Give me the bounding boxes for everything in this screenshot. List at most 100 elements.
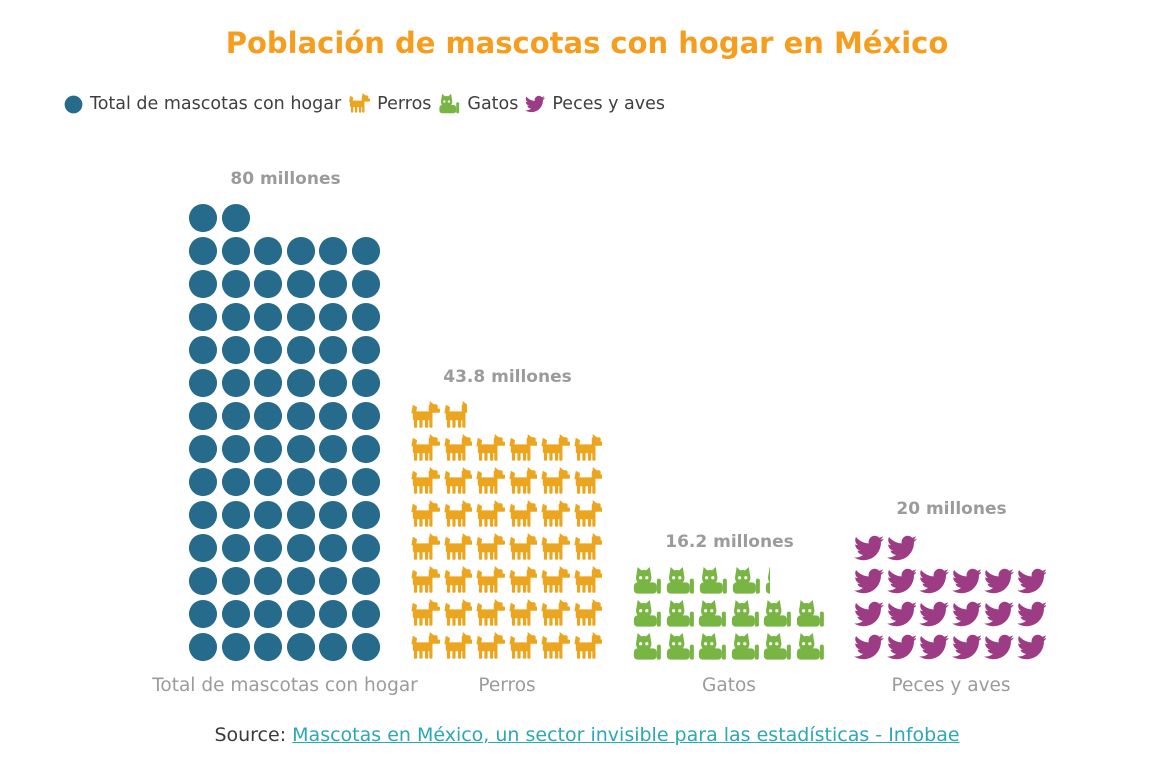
icon-row (188, 236, 383, 266)
circle-icon (188, 632, 218, 662)
dog-icon (508, 467, 538, 497)
pictogram-chart: 80 millones Total de mascotas con hogar … (152, 169, 1052, 696)
source-label: Source: (214, 724, 287, 746)
circle-icon (253, 533, 283, 563)
dog-icon (443, 533, 473, 563)
circle-icon (318, 335, 348, 365)
circle-icon (286, 269, 316, 299)
icon-row (410, 500, 605, 530)
dog-icon (508, 599, 538, 629)
circle-icon (253, 368, 283, 398)
category-label: Gatos (702, 675, 756, 696)
icon-row (854, 632, 1049, 662)
dog-icon (508, 632, 538, 662)
circle-icon (351, 500, 381, 530)
legend-label: Peces y aves (552, 94, 666, 114)
icon-grid (410, 401, 605, 662)
bird-icon (919, 566, 949, 596)
dog-icon (508, 434, 538, 464)
chart-group-perros: 43.8 millones Perros (410, 367, 608, 696)
circle-icon (351, 566, 381, 596)
bird-icon (525, 94, 545, 114)
circle-icon (253, 467, 283, 497)
circle-icon (351, 599, 381, 629)
category-label: Total de mascotas con hogar (152, 675, 418, 696)
icon-row (632, 632, 827, 662)
dog-icon (573, 632, 603, 662)
icon-row (188, 632, 383, 662)
icon-row (188, 335, 383, 365)
icon-row (410, 599, 605, 629)
bird-icon (887, 566, 917, 596)
circle-icon (188, 533, 218, 563)
circle-icon (318, 401, 348, 431)
bird-icon (854, 533, 884, 563)
dog-icon-partial (443, 401, 467, 431)
icon-row (188, 467, 383, 497)
dog-icon (410, 434, 440, 464)
dog-icon (443, 566, 473, 596)
circle-icon (253, 401, 283, 431)
bird-icon (919, 599, 949, 629)
circle-icon (351, 236, 381, 266)
dog-icon (573, 566, 603, 596)
circle-icon (253, 500, 283, 530)
circle-icon (188, 302, 218, 332)
circle-icon (253, 269, 283, 299)
circle-icon (221, 269, 251, 299)
dog-icon (410, 533, 440, 563)
circle-icon (188, 269, 218, 299)
cat-icon (438, 93, 460, 115)
dog-icon (540, 500, 570, 530)
icon-row (632, 599, 827, 629)
legend-label: Perros (377, 94, 432, 114)
circle-icon (64, 95, 83, 114)
icon-row (632, 566, 827, 596)
circle-icon (318, 500, 348, 530)
cat-icon (795, 632, 825, 662)
cat-icon (665, 632, 695, 662)
cat-icon (762, 599, 792, 629)
circle-icon (286, 434, 316, 464)
circle-icon (318, 566, 348, 596)
dog-icon (540, 533, 570, 563)
circle-icon (318, 236, 348, 266)
circle-icon (318, 302, 348, 332)
dog-icon (410, 500, 440, 530)
bird-icon (984, 599, 1014, 629)
dog-icon (410, 401, 440, 431)
bird-icon (952, 632, 982, 662)
source-link[interactable]: Mascotas en México, un sector invisible … (292, 724, 960, 746)
circle-icon (253, 302, 283, 332)
dog-icon (443, 599, 473, 629)
dog-icon (348, 93, 370, 115)
legend-item-perros: Perros (348, 93, 431, 115)
circle-icon (188, 467, 218, 497)
cat-icon (730, 632, 760, 662)
circle-icon (318, 632, 348, 662)
cat-icon (731, 566, 761, 596)
source-line: Source: Mascotas en México, un sector in… (0, 724, 1174, 746)
cat-icon (632, 632, 662, 662)
cat-icon (730, 599, 760, 629)
bird-icon (1017, 599, 1047, 629)
cat-icon (632, 599, 662, 629)
legend-label: Gatos (467, 94, 519, 114)
legend-item-peces-aves: Peces y aves (525, 94, 665, 114)
circle-icon (318, 467, 348, 497)
circle-icon (286, 236, 316, 266)
circle-icon (188, 434, 218, 464)
circle-icon (286, 566, 316, 596)
dog-icon (475, 434, 505, 464)
icon-row (188, 566, 383, 596)
circle-icon (253, 236, 283, 266)
icon-row (188, 500, 383, 530)
dog-icon (540, 599, 570, 629)
icon-row (410, 434, 605, 464)
dog-icon (508, 566, 538, 596)
circle-icon (188, 500, 218, 530)
circle-icon (286, 335, 316, 365)
circle-icon (351, 335, 381, 365)
icon-row (188, 203, 383, 233)
